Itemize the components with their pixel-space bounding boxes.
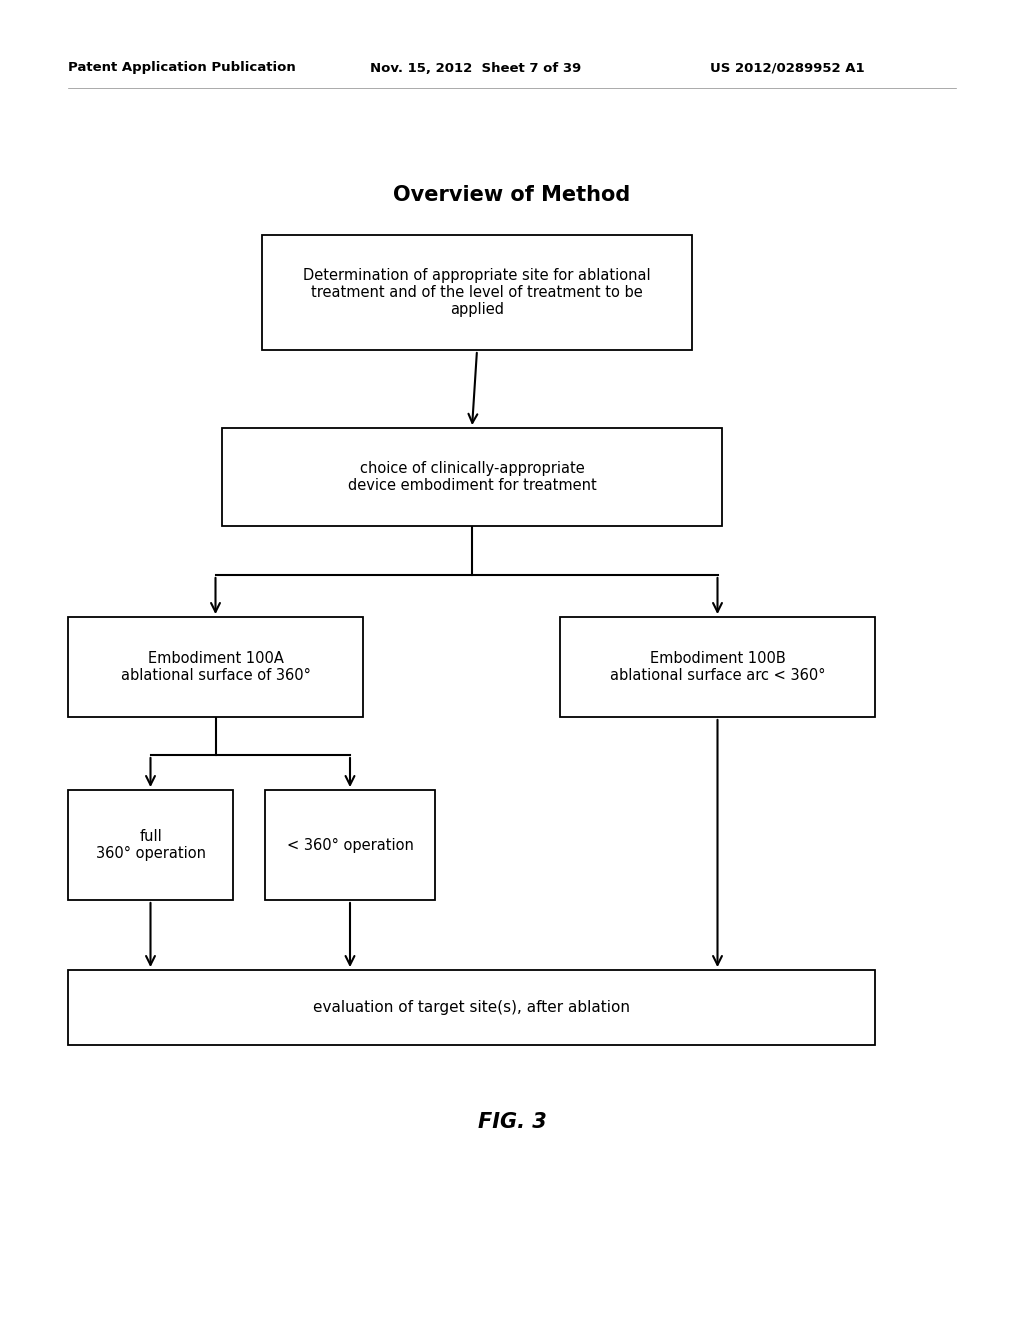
Text: full
360° operation: full 360° operation <box>95 829 206 861</box>
Bar <box>560 616 874 717</box>
Bar <box>222 428 722 525</box>
Text: Nov. 15, 2012  Sheet 7 of 39: Nov. 15, 2012 Sheet 7 of 39 <box>370 62 582 74</box>
Bar <box>68 789 233 900</box>
Text: FIG. 3: FIG. 3 <box>477 1111 547 1133</box>
Bar <box>265 789 435 900</box>
Text: choice of clinically-appropriate
device embodiment for treatment: choice of clinically-appropriate device … <box>347 461 596 494</box>
Text: Patent Application Publication: Patent Application Publication <box>68 62 296 74</box>
Text: US 2012/0289952 A1: US 2012/0289952 A1 <box>710 62 864 74</box>
Text: Overview of Method: Overview of Method <box>393 185 631 205</box>
Bar <box>68 970 874 1045</box>
Bar <box>68 616 362 717</box>
Text: Embodiment 100A
ablational surface of 360°: Embodiment 100A ablational surface of 36… <box>121 651 310 684</box>
Text: < 360° operation: < 360° operation <box>287 837 414 853</box>
Text: evaluation of target site(s), after ablation: evaluation of target site(s), after abla… <box>313 1001 630 1015</box>
Text: Determination of appropriate site for ablational
treatment and of the level of t: Determination of appropriate site for ab… <box>303 268 651 317</box>
Text: Embodiment 100B
ablational surface arc < 360°: Embodiment 100B ablational surface arc <… <box>609 651 825 684</box>
Bar <box>262 235 692 350</box>
